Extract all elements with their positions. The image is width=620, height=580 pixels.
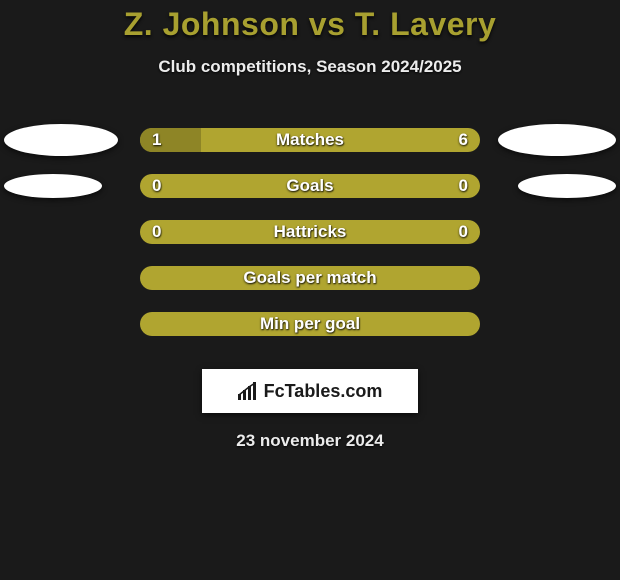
player-badge-left <box>4 174 102 198</box>
stat-label: Matches <box>140 130 480 150</box>
stat-bar: 16Matches <box>140 128 480 152</box>
stat-row: 00Hattricks <box>0 209 620 255</box>
player-badge-right <box>518 174 616 198</box>
stat-bar: Min per goal <box>140 312 480 336</box>
stat-label: Goals <box>140 176 480 196</box>
comparison-card: Z. Johnson vs T. Lavery Club competition… <box>0 0 620 580</box>
logo-text: FcTables.com <box>264 381 383 402</box>
stats-container: 16Matches 00Goals 00Hattricks Goals per mat… <box>0 117 620 347</box>
stat-bar: Goals per match <box>140 266 480 290</box>
stat-label: Min per goal <box>140 314 480 334</box>
stat-row: Min per goal <box>0 301 620 347</box>
source-logo: FcTables.com <box>202 369 418 413</box>
stat-label: Hattricks <box>140 222 480 242</box>
player-badge-left <box>4 124 118 156</box>
snapshot-date: 23 november 2024 <box>0 431 620 451</box>
subtitle: Club competitions, Season 2024/2025 <box>0 57 620 77</box>
stat-row: 16Matches <box>0 117 620 163</box>
bars-icon <box>238 382 260 400</box>
stat-bar: 00Hattricks <box>140 220 480 244</box>
page-title: Z. Johnson vs T. Lavery <box>0 6 620 43</box>
stat-row: Goals per match <box>0 255 620 301</box>
player-badge-right <box>498 124 616 156</box>
stat-label: Goals per match <box>140 268 480 288</box>
logo-label: FcTables.com <box>238 381 383 402</box>
stat-bar: 00Goals <box>140 174 480 198</box>
stat-row: 00Goals <box>0 163 620 209</box>
